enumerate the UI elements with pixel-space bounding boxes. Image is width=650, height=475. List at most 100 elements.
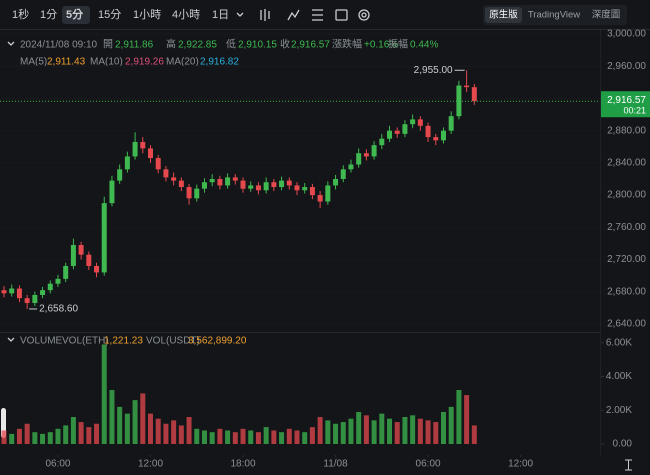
view-button[interactable]: 原生版 — [489, 9, 518, 21]
volume-bar — [410, 415, 416, 444]
candle-body — [440, 130, 446, 141]
ma-value: 2,919.26 — [125, 57, 164, 68]
candle-body — [410, 119, 416, 125]
candle-body — [9, 288, 15, 294]
candle-body — [433, 137, 439, 141]
volume-bar — [225, 430, 231, 444]
template-icon[interactable] — [335, 9, 348, 21]
volume-bar — [155, 418, 161, 444]
volume-bar — [325, 420, 331, 444]
candle-body — [294, 185, 300, 191]
volume-bar — [456, 390, 462, 444]
candle-body — [63, 265, 69, 279]
collapse-chevron[interactable] — [7, 41, 15, 46]
ma-value: 2,916.82 — [200, 57, 239, 68]
candle-body — [155, 158, 161, 170]
volume-bar — [279, 432, 285, 444]
volume-bar — [371, 420, 377, 444]
candle-body — [16, 288, 22, 299]
volume-collapse-chevron[interactable] — [7, 337, 15, 342]
settings-icon[interactable] — [358, 9, 370, 21]
x-tick-label: 06:00 — [416, 459, 441, 470]
candle-body — [248, 185, 254, 189]
info-label: 開 — [103, 39, 113, 51]
candle-body — [379, 138, 385, 146]
candle-body — [371, 145, 377, 157]
volume-bar — [340, 422, 346, 444]
volume-bar — [286, 428, 292, 444]
interval-button[interactable]: 1分 — [40, 8, 57, 21]
volume-bar — [24, 423, 30, 444]
candle-body — [387, 130, 393, 139]
volume-bar — [433, 422, 439, 444]
candle-body — [78, 245, 84, 255]
interval-button[interactable]: 1日 — [212, 9, 229, 21]
interval-button[interactable]: 1小時 — [133, 8, 161, 21]
volume-bar — [70, 417, 76, 444]
interval-button[interactable]: 4小時 — [172, 8, 200, 21]
candle-body — [348, 164, 354, 170]
volume-bar — [363, 415, 369, 444]
volume-bar — [201, 430, 207, 444]
more-intervals-chevron[interactable] — [236, 12, 244, 17]
volume-bar — [132, 400, 138, 444]
candle-body — [279, 180, 285, 188]
interval-button[interactable]: 1秒 — [12, 7, 29, 21]
info-label: 振幅 — [388, 38, 408, 51]
candle-body — [1, 290, 7, 294]
candle-body — [425, 125, 431, 138]
candle-body — [32, 294, 38, 304]
candle-body — [217, 178, 223, 186]
candle-body — [240, 180, 246, 189]
y-tick-label: 2,680.00 — [607, 286, 646, 297]
volume-bar — [333, 423, 339, 444]
candle-body — [148, 148, 154, 159]
candle-body — [101, 203, 107, 273]
candle-body — [232, 177, 238, 181]
settings-list-icon[interactable] — [312, 9, 323, 21]
candle-body — [117, 169, 123, 181]
y-tick-label: 2,800.00 — [607, 190, 646, 201]
candle-body — [286, 180, 292, 186]
x-tick-label: 11/08 — [323, 459, 348, 470]
volume-bar — [217, 428, 223, 444]
volume-bar — [302, 432, 308, 444]
volume-bar — [1, 430, 7, 444]
volume-bar — [63, 425, 69, 444]
candle-body — [309, 187, 315, 196]
volume-bar — [32, 432, 38, 444]
info-value: 0.44% — [410, 40, 438, 51]
volume-bar — [240, 428, 246, 444]
candle-body — [464, 85, 470, 88]
ma-name: MA(10) — [90, 57, 123, 68]
volume-y-tick-label: 2.00K — [606, 405, 632, 416]
volume-y-tick-label: 6.00K — [606, 337, 632, 348]
volume-bar — [417, 418, 423, 444]
view-button[interactable]: 深度圖 — [592, 9, 621, 21]
candle-body — [186, 187, 192, 199]
candle-body — [225, 177, 231, 186]
info-time: 2024/11/08 09:10 — [20, 40, 98, 51]
candle-body — [448, 116, 454, 131]
info-value: 2,910.15 — [238, 40, 277, 51]
volume-bar — [140, 393, 146, 444]
chart-type-icon[interactable] — [260, 9, 270, 21]
volume-bar — [471, 425, 477, 444]
volume-bar — [186, 417, 192, 444]
indicator-icon[interactable] — [287, 9, 300, 21]
volume-bar — [109, 390, 115, 444]
interval-button[interactable]: 5分 — [66, 8, 84, 21]
view-button[interactable]: TradingView — [528, 10, 580, 21]
volume-bar — [448, 406, 454, 444]
candle-body — [47, 283, 53, 291]
interval-button[interactable]: 15分 — [98, 8, 121, 21]
volume-bar — [163, 423, 169, 444]
info-label: 收 — [280, 38, 290, 51]
candle-body — [302, 187, 308, 191]
candle-body — [333, 178, 339, 186]
candle-body — [124, 156, 130, 170]
cursor-icon[interactable] — [625, 459, 632, 471]
volume-bar — [117, 406, 123, 444]
candle-body — [109, 180, 115, 204]
